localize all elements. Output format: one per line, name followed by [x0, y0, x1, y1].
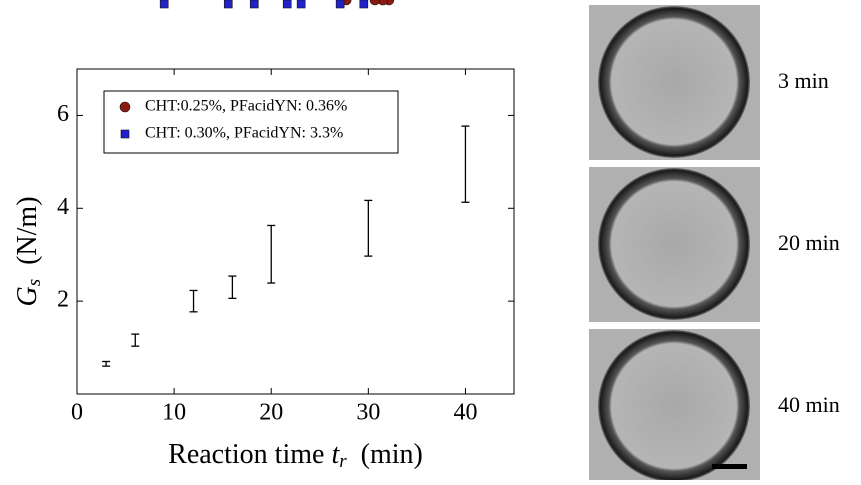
droplet	[598, 168, 750, 320]
error-bar	[228, 275, 237, 300]
x-tick-label: 40	[453, 400, 477, 426]
legend-marker	[119, 101, 131, 113]
y-label-symbol: G	[12, 286, 43, 306]
y-tick-label: 2	[57, 287, 69, 313]
image-label: 20 min	[778, 230, 840, 255]
data-point	[335, 0, 345, 9]
data-point	[282, 0, 292, 9]
x-label-text: Reaction time	[168, 439, 324, 470]
y-label-space	[12, 265, 43, 279]
data-point	[159, 0, 169, 9]
error-bar	[267, 224, 276, 284]
scale-bar	[712, 464, 747, 469]
x-axis-label: Reaction time tr (min)	[168, 439, 423, 472]
data-point	[377, 0, 389, 6]
error-bar	[102, 360, 111, 367]
x-tick-label: 20	[259, 400, 283, 426]
legend-box	[103, 90, 399, 154]
x-label-symbol: t	[331, 439, 340, 470]
y-tick-label: 4	[57, 194, 69, 220]
image-label: 3 min	[778, 68, 829, 93]
droplet	[598, 6, 750, 158]
plot-frame	[76, 68, 515, 395]
x-label-space	[347, 439, 361, 470]
error-bar	[189, 289, 198, 313]
data-point	[296, 0, 306, 9]
x-label-unit: (min)	[361, 439, 423, 470]
y-label-subscript: s	[24, 279, 45, 286]
data-point	[369, 0, 381, 6]
x-label-subscript: r	[339, 451, 347, 472]
legend-label: CHT: 0.30%, PFacidYN: 3.3%	[145, 125, 343, 142]
error-bar	[364, 199, 373, 257]
x-tick-label: 0	[71, 400, 83, 426]
data-point	[223, 0, 233, 9]
y-tick-label: 6	[57, 101, 69, 127]
data-point	[249, 0, 259, 9]
legend-label: CHT:0.25%, PFacidYN: 0.36%	[145, 98, 347, 115]
legend-marker	[120, 129, 130, 139]
error-bar	[461, 125, 470, 203]
x-tick-label: 10	[162, 400, 186, 426]
x-tick-label: 30	[356, 400, 380, 426]
y-axis-label: Gs (N/m)	[12, 196, 45, 306]
image-label: 40 min	[778, 392, 840, 417]
error-bar	[131, 333, 140, 347]
y-label-unit: (N/m)	[12, 196, 43, 264]
x-label-space	[324, 439, 331, 470]
data-point	[359, 0, 369, 9]
droplet	[598, 330, 750, 482]
